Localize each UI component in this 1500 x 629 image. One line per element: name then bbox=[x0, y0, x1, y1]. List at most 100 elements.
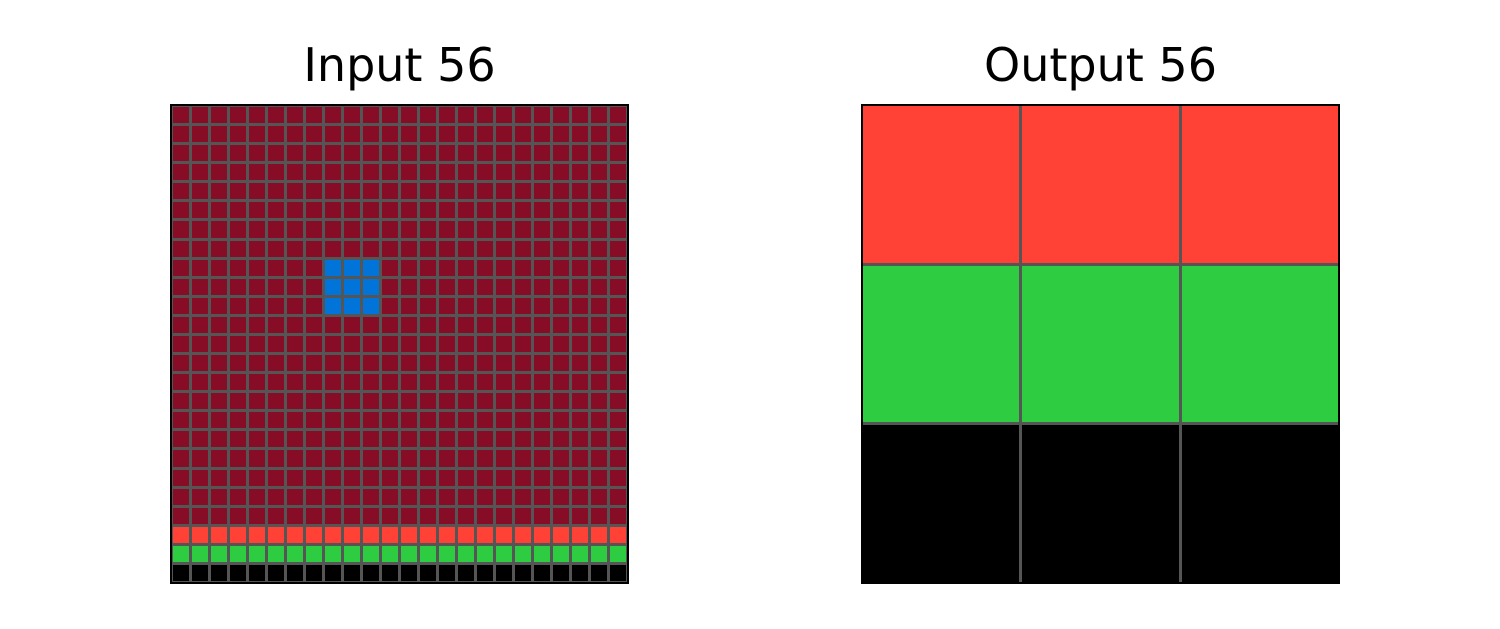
input-cell bbox=[382, 431, 398, 448]
input-cell bbox=[382, 316, 398, 333]
input-cell bbox=[363, 564, 379, 581]
input-cell bbox=[268, 564, 284, 581]
input-cell bbox=[192, 469, 208, 486]
input-cell bbox=[325, 507, 341, 524]
input-cell bbox=[401, 507, 417, 524]
input-cell bbox=[382, 450, 398, 467]
input-cell bbox=[477, 526, 493, 543]
input-cell bbox=[534, 545, 550, 562]
input-cell bbox=[572, 393, 588, 410]
input-cell bbox=[192, 393, 208, 410]
input-cell bbox=[401, 164, 417, 181]
input-cell bbox=[439, 488, 455, 505]
input-cell bbox=[477, 183, 493, 200]
input-cell bbox=[268, 412, 284, 429]
input-cell bbox=[249, 469, 265, 486]
input-cell bbox=[306, 450, 322, 467]
input-cell bbox=[230, 545, 246, 562]
input-cell bbox=[344, 297, 360, 314]
input-cell bbox=[496, 145, 512, 162]
input-cell bbox=[344, 278, 360, 295]
input-cell bbox=[458, 355, 474, 372]
input-cell bbox=[458, 450, 474, 467]
input-cell bbox=[553, 335, 569, 353]
input-cell bbox=[458, 240, 474, 257]
input-cell bbox=[192, 107, 208, 124]
input-cell bbox=[173, 335, 189, 353]
input-cell bbox=[249, 221, 265, 238]
input-cell bbox=[496, 164, 512, 181]
input-cell bbox=[382, 412, 398, 429]
input-cell bbox=[610, 335, 626, 353]
input-cell bbox=[325, 355, 341, 372]
input-cell bbox=[192, 545, 208, 562]
input-cell bbox=[553, 221, 569, 238]
input-cell bbox=[591, 526, 607, 543]
input-cell bbox=[458, 145, 474, 162]
input-cell bbox=[477, 278, 493, 295]
input-cell bbox=[401, 202, 417, 219]
input-cell bbox=[610, 393, 626, 410]
input-cell bbox=[211, 488, 227, 505]
input-cell bbox=[306, 393, 322, 410]
input-cell bbox=[363, 202, 379, 219]
input-cell bbox=[439, 316, 455, 333]
input-cell bbox=[477, 145, 493, 162]
input-cell bbox=[382, 355, 398, 372]
input-cell bbox=[363, 145, 379, 162]
input-cell bbox=[515, 107, 531, 124]
input-cell bbox=[553, 183, 569, 200]
input-cell bbox=[420, 240, 436, 257]
input-cell bbox=[344, 469, 360, 486]
input-cell bbox=[344, 164, 360, 181]
input-cell bbox=[363, 507, 379, 524]
input-cell bbox=[363, 393, 379, 410]
input-cell bbox=[458, 564, 474, 581]
output-cell bbox=[863, 265, 1020, 423]
input-cell bbox=[230, 107, 246, 124]
input-cell bbox=[325, 202, 341, 219]
input-cell bbox=[382, 221, 398, 238]
input-cell bbox=[591, 278, 607, 295]
input-cell bbox=[591, 412, 607, 429]
input-cell bbox=[572, 335, 588, 353]
input-cell bbox=[230, 297, 246, 314]
input-cell bbox=[363, 164, 379, 181]
input-cell bbox=[420, 393, 436, 410]
input-cell bbox=[325, 564, 341, 581]
input-cell bbox=[249, 450, 265, 467]
input-cell bbox=[420, 183, 436, 200]
input-cell bbox=[211, 316, 227, 333]
output-cell bbox=[863, 425, 1020, 582]
input-cell bbox=[496, 469, 512, 486]
input-cell bbox=[363, 526, 379, 543]
input-cell bbox=[591, 202, 607, 219]
input-cell bbox=[534, 526, 550, 543]
input-cell bbox=[553, 278, 569, 295]
input-cell bbox=[591, 145, 607, 162]
input-cell bbox=[610, 564, 626, 581]
input-cell bbox=[534, 450, 550, 467]
input-cell bbox=[192, 183, 208, 200]
input-cell bbox=[515, 278, 531, 295]
input-cell bbox=[420, 164, 436, 181]
input-cell bbox=[382, 259, 398, 276]
input-cell bbox=[325, 545, 341, 562]
input-cell bbox=[306, 259, 322, 276]
input-cell bbox=[382, 278, 398, 295]
input-cell bbox=[572, 545, 588, 562]
input-cell bbox=[515, 202, 531, 219]
input-cell bbox=[401, 297, 417, 314]
input-cell bbox=[173, 450, 189, 467]
input-cell bbox=[458, 164, 474, 181]
input-cell bbox=[496, 564, 512, 581]
input-cell bbox=[515, 488, 531, 505]
input-cell bbox=[363, 335, 379, 353]
input-cell bbox=[496, 240, 512, 257]
input-cell bbox=[287, 316, 303, 333]
input-cell bbox=[420, 259, 436, 276]
input-cell bbox=[306, 507, 322, 524]
input-cell bbox=[363, 221, 379, 238]
input-cell bbox=[477, 240, 493, 257]
input-cell bbox=[439, 259, 455, 276]
